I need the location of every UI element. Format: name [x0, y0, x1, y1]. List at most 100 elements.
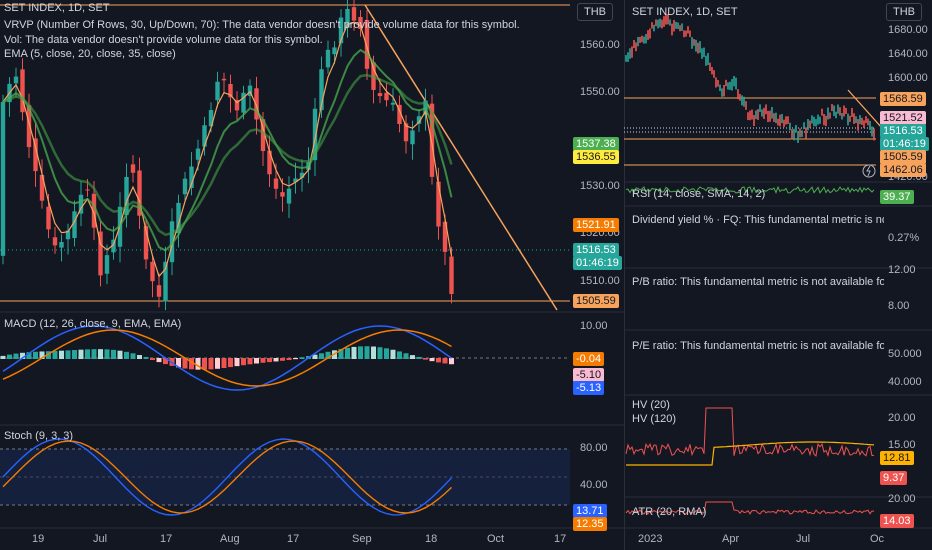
ov-candle	[739, 93, 741, 101]
pe-title[interactable]: P/E ratio: This fundamental metric is no…	[632, 340, 884, 352]
ov-candle	[847, 113, 849, 126]
candle-body	[195, 148, 201, 160]
ov-candle	[651, 22, 653, 29]
ov-candle	[755, 110, 757, 120]
ov-candle	[635, 42, 637, 52]
stoch-title[interactable]: Stoch (9, 3, 3)	[4, 430, 74, 442]
vrvp-legend[interactable]: VRVP (Number Of Rows, 30, Up/Down, 70): …	[4, 19, 520, 31]
candle-body	[91, 193, 97, 228]
stoch-tick: 80.00	[580, 442, 608, 454]
lightning-icon	[862, 164, 876, 178]
macd-bar	[46, 351, 51, 359]
currency-button[interactable]: THB	[577, 3, 613, 21]
macd-bar	[241, 358, 246, 366]
ov-candle	[781, 113, 783, 124]
ema20-tag: 1536.55	[573, 150, 619, 164]
candle-body	[143, 226, 149, 260]
macd-bar	[143, 356, 149, 359]
macd-title[interactable]: MACD (12, 26, close, 9, EMA, EMA)	[4, 318, 182, 330]
time-tick: Jul	[93, 533, 108, 545]
rsi-title[interactable]: RSI (14, close, SMA, 14, 2)	[632, 188, 766, 200]
overview-title[interactable]: SET INDEX, 1D, SET	[632, 6, 738, 18]
candle-body	[267, 150, 272, 175]
candle-body	[241, 92, 246, 113]
ov-candle	[679, 25, 681, 32]
secondary-chart-pane[interactable]: SET INDEX, 1D, SET THB 1680.00 1640.00 1…	[624, 0, 932, 550]
ov-candle	[827, 107, 829, 120]
candle-body	[137, 170, 142, 216]
ov-candle	[801, 130, 803, 137]
macd-bar	[104, 349, 110, 359]
ov-candle	[803, 122, 805, 130]
ov-candle	[843, 105, 845, 117]
ov-candle	[705, 55, 707, 66]
candle-body	[65, 230, 71, 240]
candle-body	[416, 116, 422, 124]
atr-title[interactable]: ATR (20, RMA)	[632, 506, 707, 518]
ema-legend[interactable]: EMA (5, close, 20, close, 35, close)	[4, 48, 176, 60]
overview-currency-button[interactable]: THB	[886, 3, 922, 21]
atr-tick: 20.00	[888, 493, 916, 505]
candle-body	[273, 178, 279, 189]
ov-candle	[773, 113, 775, 122]
atr-line	[625, 501, 875, 515]
ov-candle	[807, 119, 809, 131]
candle-body	[429, 103, 435, 177]
macd-bar	[273, 358, 279, 362]
dividend-title[interactable]: Dividend yield % · FQ: This fundamental …	[632, 214, 884, 226]
hv120-line	[626, 441, 875, 466]
macd-bar	[338, 348, 344, 359]
candle-body	[20, 69, 25, 113]
macd-bar	[228, 358, 233, 368]
candle-body	[442, 221, 448, 252]
candle-body	[52, 237, 58, 246]
vol-legend[interactable]: Vol: The data vendor doesn't provide vol…	[4, 34, 323, 46]
ov-candle	[711, 66, 713, 75]
macd-bar	[7, 354, 12, 359]
ov-candle	[645, 33, 647, 44]
ov-candle	[817, 114, 819, 125]
macd-bar	[384, 348, 389, 359]
ov-candle	[761, 109, 763, 117]
ov-time-tick: Oc	[870, 533, 885, 545]
candle-body	[345, 8, 350, 28]
symbol-title[interactable]: SET INDEX, 1D, SET	[4, 2, 110, 14]
macd-bar	[254, 358, 259, 364]
ov-candle	[863, 120, 865, 129]
ov-candle	[785, 116, 787, 125]
ov-candle	[837, 104, 839, 114]
ov-candle	[797, 131, 799, 143]
pb-title[interactable]: P/B ratio: This fundamental metric is no…	[632, 276, 884, 288]
ov-candle	[703, 47, 705, 57]
macd-bar	[312, 354, 318, 359]
ov-candle	[641, 35, 643, 43]
candle-body	[390, 102, 396, 105]
atr-tag: 14.03	[880, 514, 914, 528]
ov-candle	[819, 116, 821, 124]
macd-bar	[78, 349, 84, 359]
ov-candle	[735, 77, 737, 90]
candle-body	[124, 176, 129, 216]
macd-bar	[72, 350, 77, 359]
macd-bar	[202, 358, 207, 370]
macd-bar	[325, 351, 331, 359]
ov-candle	[625, 55, 627, 62]
ov-candle	[821, 108, 823, 116]
main-chart-pane[interactable]: SET INDEX, 1D, SET VRVP (Number Of Rows,…	[0, 0, 625, 550]
candle-body	[332, 47, 337, 55]
ov-candle	[733, 75, 735, 87]
ov-candle	[855, 116, 857, 124]
ov-time-tick: Jul	[796, 533, 811, 545]
ov-candle	[627, 52, 629, 62]
ov-candle	[697, 42, 699, 54]
macd-bar	[111, 349, 116, 359]
ema35-tag: 1537.38	[573, 137, 619, 151]
candle-body	[286, 188, 292, 204]
ov-candle	[845, 107, 847, 114]
ov-candle	[765, 104, 767, 115]
hv120-title[interactable]: HV (120)	[632, 413, 677, 425]
ov-candle	[789, 122, 791, 131]
hv20-title[interactable]: HV (20)	[632, 399, 670, 411]
time-tick: Sep	[352, 533, 372, 545]
overview-candles	[625, 14, 875, 143]
